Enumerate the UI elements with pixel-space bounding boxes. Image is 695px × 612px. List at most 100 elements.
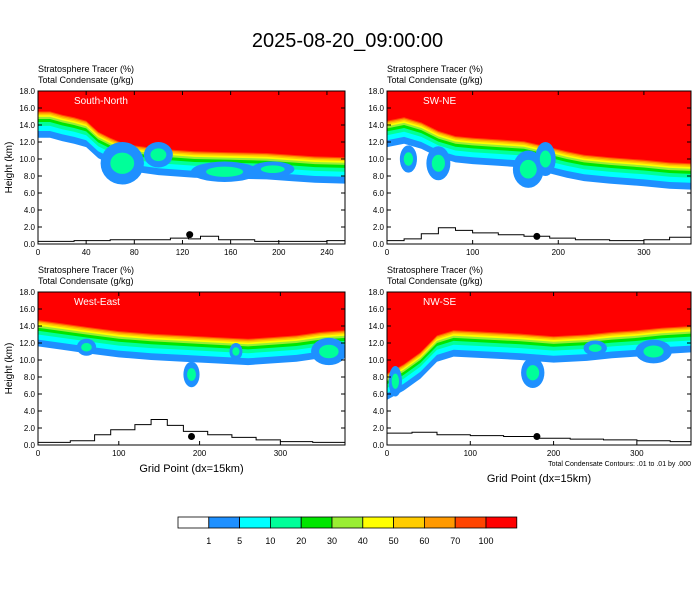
colorbar-label: 70 xyxy=(450,536,460,546)
y-tick-label: 12.0 xyxy=(368,339,384,348)
plot-frame xyxy=(386,291,692,446)
x-tick-label: 300 xyxy=(637,248,651,257)
colorbar-swatch xyxy=(177,516,210,529)
colorbar-swatch xyxy=(208,516,241,529)
y-tick-label: 8.0 xyxy=(24,172,36,181)
panel-label: South-North xyxy=(74,96,128,107)
x-tick-label: 40 xyxy=(82,248,91,257)
tracer-band-10 xyxy=(387,292,691,374)
x-axis-label: Grid Point (dx=15km) xyxy=(139,463,243,475)
plot-area xyxy=(387,91,691,244)
x-tick-label: 160 xyxy=(224,248,238,257)
x-tick-label: 300 xyxy=(630,449,644,458)
plot-area xyxy=(38,91,345,244)
y-tick-label: 10.0 xyxy=(19,155,35,164)
location-marker xyxy=(188,433,195,440)
location-marker xyxy=(186,231,194,239)
x-tick-label: 0 xyxy=(385,248,390,257)
terrain-line xyxy=(38,419,345,443)
colorbar-label: 40 xyxy=(358,536,368,546)
colorbar-swatch xyxy=(300,516,333,529)
y-tick-label: 12.0 xyxy=(368,138,384,147)
cloud-core xyxy=(319,344,339,359)
tracer-band-10 xyxy=(38,292,345,339)
y-tick-label: 2.0 xyxy=(24,223,36,232)
panel-subtitle-line1: Stratosphere Tracer (%) xyxy=(387,265,483,275)
figure-title: 2025-08-20_09:00:00 xyxy=(251,30,444,52)
y-tick-label: 12.0 xyxy=(19,339,35,348)
colorbar-label: 20 xyxy=(296,536,306,546)
x-tick-label: 200 xyxy=(272,248,286,257)
colorbar: 1 5 10 20 30 40 50 60 70 100 xyxy=(177,516,518,546)
y-tick-label: 6.0 xyxy=(24,189,36,198)
contour-note: Total Condensate Contours: .01 to .01 by… xyxy=(548,461,691,468)
y-tick-label: 0.0 xyxy=(24,441,36,450)
panel-subtitle-line2: Total Condensate (g/kg) xyxy=(387,276,483,286)
colorbar-label: 10 xyxy=(265,536,275,546)
x-tick-label: 200 xyxy=(552,248,566,257)
y-tick-label: 18.0 xyxy=(19,87,35,96)
y-tick-label: 4.0 xyxy=(373,206,385,215)
y-tick-label: 6.0 xyxy=(373,189,385,198)
y-tick-label: 14.0 xyxy=(19,121,35,130)
y-tick-label: 0.0 xyxy=(373,441,385,450)
x-tick-label: 0 xyxy=(36,248,41,257)
colorbar-label: 50 xyxy=(389,536,399,546)
colorbar-label: 1 xyxy=(206,536,211,546)
x-tick-label: 80 xyxy=(130,248,139,257)
y-tick-label: 14.0 xyxy=(368,121,384,130)
colorbar-label: 5 xyxy=(237,536,242,546)
y-tick-label: 4.0 xyxy=(24,206,36,215)
panel-subtitle-line1: Stratosphere Tracer (%) xyxy=(387,64,483,74)
y-tick-label: 14.0 xyxy=(368,322,384,331)
y-tick-label: 4.0 xyxy=(24,407,36,416)
panel-label: West-East xyxy=(74,297,120,308)
x-tick-label: 200 xyxy=(547,449,561,458)
y-tick-label: 10.0 xyxy=(368,155,384,164)
x-axis-label: Grid Point (dx=15km) xyxy=(487,473,591,485)
y-tick-label: 4.0 xyxy=(373,407,385,416)
x-tick-label: 200 xyxy=(193,449,207,458)
y-tick-label: 14.0 xyxy=(19,322,35,331)
cloud-core xyxy=(526,365,540,381)
panel-label: SW-NE xyxy=(423,96,456,107)
plot-area xyxy=(38,292,345,445)
tracer-band-10 xyxy=(38,91,345,158)
colorbar-swatch xyxy=(362,516,394,529)
colorbar-swatch xyxy=(423,516,456,529)
y-tick-label: 16.0 xyxy=(368,104,384,113)
x-tick-label: 0 xyxy=(385,449,390,458)
y-tick-label: 2.0 xyxy=(24,424,36,433)
y-tick-label: 16.0 xyxy=(368,305,384,314)
cloud-core xyxy=(588,344,602,352)
panel-subtitle-line2: Total Condensate (g/kg) xyxy=(387,75,483,85)
y-tick-label: 8.0 xyxy=(373,373,385,382)
x-tick-label: 240 xyxy=(320,248,334,257)
panel-nw-se: 0.0 2.0 4.0 6.0 8.0 10.0 12.0 14.0 16.0 18.0 0 100 2… xyxy=(368,265,692,485)
panel-west-east: 0.0 2.0 4.0 6.0 8.0 10.0 12.0 14.0 16.0 18.0 0 100 2… xyxy=(4,265,346,475)
colorbar-swatch xyxy=(331,516,364,529)
x-tick-label: 300 xyxy=(274,449,288,458)
y-axis-label: Height (km) xyxy=(4,343,15,395)
panel-sw-ne: 0.0 2.0 4.0 6.0 8.0 10.0 12.0 14.0 16.0 18.0 0 100 2… xyxy=(368,64,692,257)
cloud-core xyxy=(519,159,537,179)
colorbar-swatch xyxy=(269,516,302,529)
colorbar-label: 60 xyxy=(419,536,429,546)
y-tick-label: 18.0 xyxy=(368,288,384,297)
x-tick-label: 120 xyxy=(176,248,190,257)
plot-frame xyxy=(386,90,692,245)
plot-area xyxy=(387,292,691,445)
colorbar-label: 100 xyxy=(478,536,493,546)
cloud-core xyxy=(232,347,240,356)
cloud-core xyxy=(81,343,92,352)
y-tick-label: 6.0 xyxy=(24,390,36,399)
cloud-core xyxy=(431,154,445,172)
y-tick-label: 2.0 xyxy=(373,424,385,433)
plot-frame xyxy=(37,90,346,245)
y-axis-label: Height (km) xyxy=(4,142,15,194)
y-tick-label: 16.0 xyxy=(19,104,35,113)
panel-label: NW-SE xyxy=(423,297,456,308)
cloud-core xyxy=(643,345,664,358)
colorbar-label: 30 xyxy=(327,536,337,546)
